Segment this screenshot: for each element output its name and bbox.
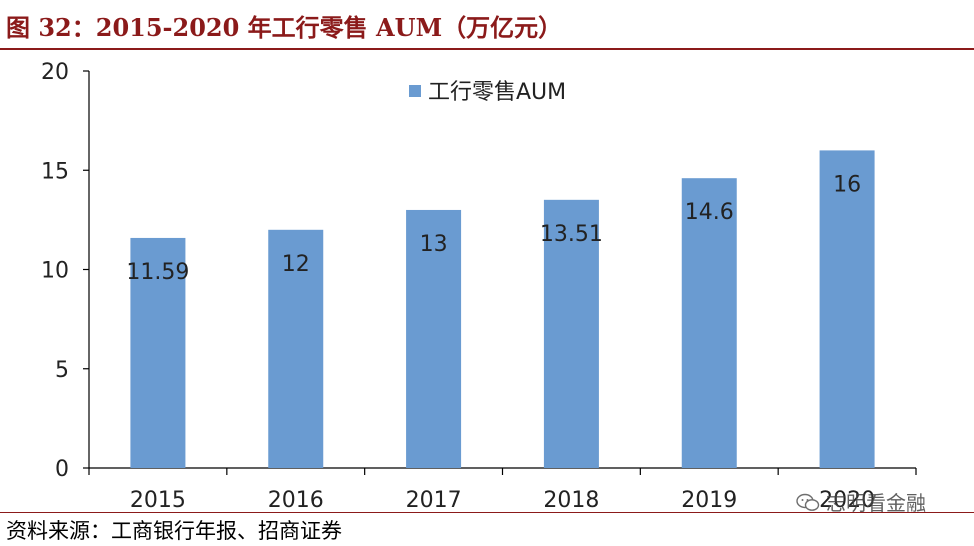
x-tick-label: 2016: [268, 488, 324, 512]
x-tick-label: 2019: [681, 488, 737, 512]
y-axis: 0 5 10 15 20: [41, 60, 90, 482]
bar: [819, 150, 875, 468]
bar: [268, 229, 324, 468]
y-tick-label: 10: [41, 259, 69, 284]
legend-label: 工行零售AUM: [428, 80, 566, 105]
wechat-icon: [796, 493, 820, 511]
y-tick-label: 0: [55, 457, 69, 482]
watermark-text: 志明看金融: [826, 491, 926, 515]
bar-series: [130, 150, 875, 468]
data-label: 12: [282, 252, 310, 277]
bar: [681, 178, 737, 468]
data-label: 13: [420, 232, 448, 257]
watermark: 志明看金融: [796, 488, 926, 518]
data-label: 16: [833, 172, 861, 197]
x-tick-label: 2015: [130, 488, 186, 512]
data-label: 13.51: [540, 222, 603, 247]
bar: [543, 199, 599, 468]
x-tick-label: 2018: [543, 488, 599, 512]
data-label: 14.6: [685, 200, 734, 225]
bar: [406, 209, 462, 468]
figure-title: 图 32：2015-2020 年工行零售 AUM（万亿元）: [6, 13, 563, 42]
source-note: 资料来源：工商银行年报、招商证券: [6, 519, 342, 543]
title-divider: [0, 48, 974, 50]
x-tick-label: 2017: [406, 488, 462, 512]
legend-swatch: [409, 85, 421, 97]
bar: [130, 237, 186, 468]
data-labels: 11.59 12 13 13.51 14.6 16: [126, 172, 861, 285]
y-tick-label: 5: [55, 358, 69, 383]
x-tick-label: 2020: [819, 488, 875, 512]
footer-divider: [0, 512, 974, 513]
y-tick-label: 20: [41, 60, 69, 85]
y-tick-label: 15: [41, 159, 69, 184]
legend: 工行零售AUM: [409, 80, 566, 105]
x-axis: 2015 2016 2017 2018 2019 2020: [88, 467, 917, 512]
data-label: 11.59: [126, 260, 189, 285]
